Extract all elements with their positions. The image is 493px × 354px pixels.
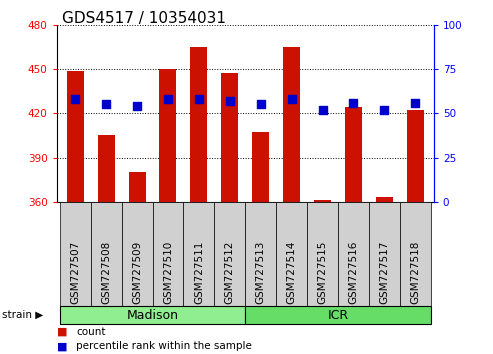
Text: GSM727511: GSM727511 — [194, 241, 204, 304]
Point — [318, 107, 326, 113]
Point — [381, 107, 388, 113]
Text: ICR: ICR — [327, 309, 349, 321]
Text: Madison: Madison — [127, 309, 178, 321]
Bar — [98, 135, 115, 202]
Text: GDS4517 / 10354031: GDS4517 / 10354031 — [62, 11, 226, 25]
Text: ■: ■ — [57, 327, 67, 337]
Text: GSM727516: GSM727516 — [349, 241, 358, 304]
Bar — [376, 197, 393, 202]
Text: GSM727517: GSM727517 — [380, 241, 389, 304]
Text: GSM727510: GSM727510 — [163, 241, 173, 304]
Text: GSM727507: GSM727507 — [70, 241, 80, 304]
Bar — [407, 110, 424, 202]
Bar — [67, 70, 84, 202]
Bar — [252, 132, 269, 202]
Bar — [129, 172, 145, 202]
Text: GSM727513: GSM727513 — [256, 241, 266, 304]
Point — [288, 96, 296, 102]
Text: GSM727508: GSM727508 — [101, 241, 111, 304]
Bar — [190, 47, 208, 202]
Point — [102, 102, 110, 107]
Text: GSM727518: GSM727518 — [410, 241, 421, 304]
Text: GSM727512: GSM727512 — [225, 241, 235, 304]
Point — [195, 96, 203, 102]
Bar — [283, 47, 300, 202]
Point — [350, 100, 357, 105]
Point — [226, 98, 234, 104]
Text: GSM727515: GSM727515 — [317, 241, 327, 304]
Point — [71, 96, 79, 102]
Text: GSM727509: GSM727509 — [132, 241, 142, 304]
Point — [411, 100, 419, 105]
Text: strain ▶: strain ▶ — [2, 310, 44, 320]
Bar — [345, 107, 362, 202]
Point — [133, 103, 141, 109]
Text: ■: ■ — [57, 341, 67, 351]
Point — [257, 102, 265, 107]
Text: percentile rank within the sample: percentile rank within the sample — [76, 341, 252, 351]
Point — [164, 96, 172, 102]
Text: GSM727514: GSM727514 — [286, 241, 297, 304]
Bar — [159, 69, 176, 202]
Bar — [314, 200, 331, 202]
Bar — [221, 74, 238, 202]
Text: count: count — [76, 327, 106, 337]
